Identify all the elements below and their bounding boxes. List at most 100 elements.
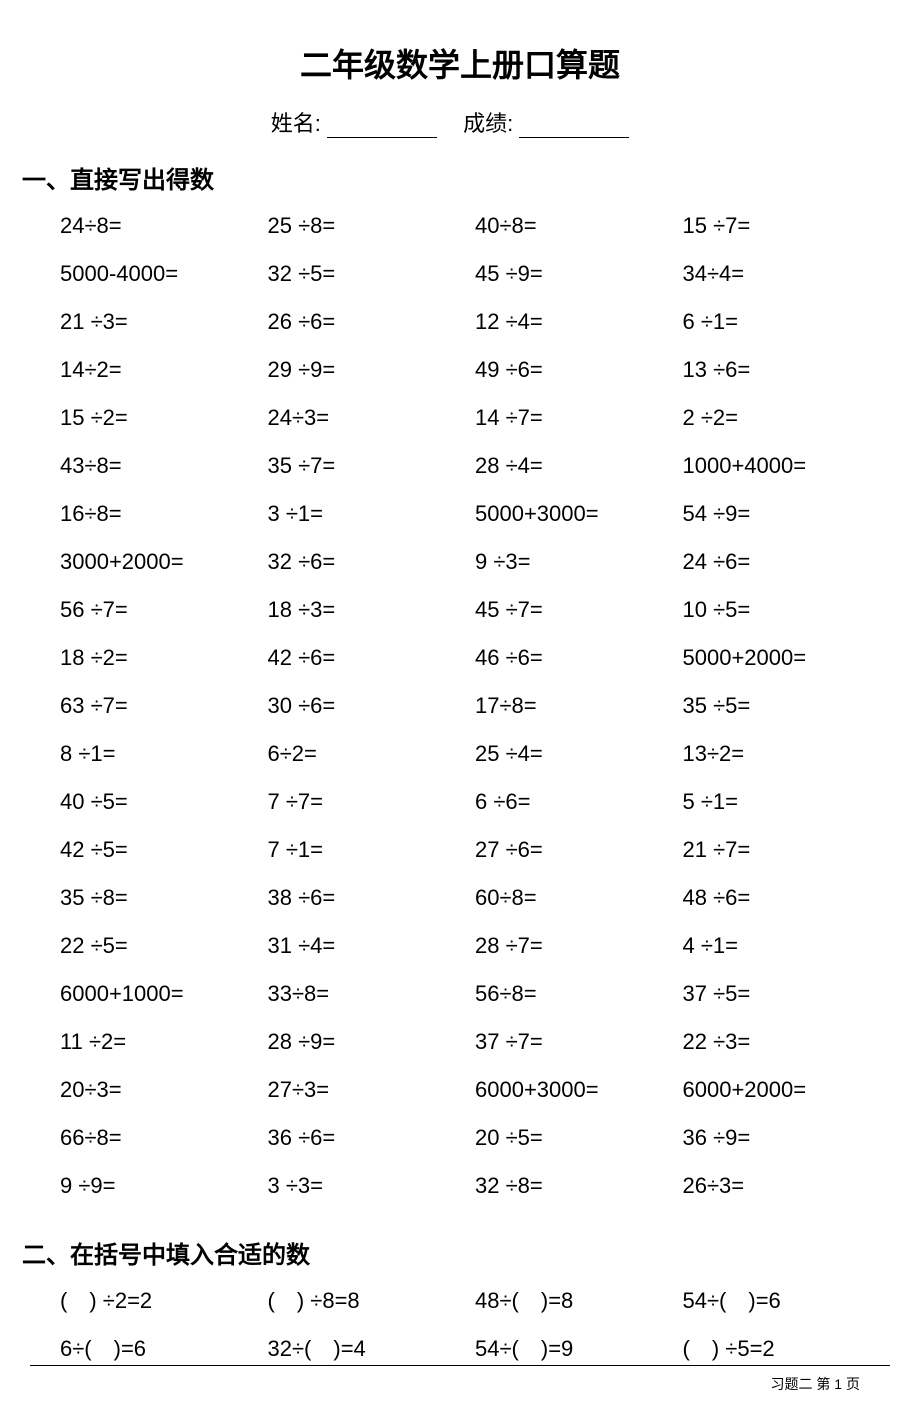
problem-item: 20÷3= xyxy=(60,1077,258,1103)
problem-item: 28 ÷9= xyxy=(268,1029,466,1055)
section1-grid: 24÷8= 25 ÷8= 40÷8= 15 ÷7= 5000-4000= 32 ÷5= 45… xyxy=(30,213,890,1199)
problem-item: 5000+2000= xyxy=(683,645,881,671)
problem-item: 3 ÷3= xyxy=(268,1173,466,1199)
problem-item: 14 ÷7= xyxy=(475,405,673,431)
fill-blank-item: 32÷( )=4 xyxy=(268,1336,466,1362)
fill-blank-item: 54÷( )=9 xyxy=(475,1336,673,1362)
problem-item: 1000+4000= xyxy=(683,453,881,479)
problem-item: 6000+3000= xyxy=(475,1077,673,1103)
problem-item: 42 ÷5= xyxy=(60,837,258,863)
problem-item: 37 ÷5= xyxy=(683,981,881,1007)
problem-item: 36 ÷9= xyxy=(683,1125,881,1151)
problem-item: 22 ÷5= xyxy=(60,933,258,959)
problem-item: 54 ÷9= xyxy=(683,501,881,527)
problem-item: 42 ÷6= xyxy=(268,645,466,671)
problem-item: 38 ÷6= xyxy=(268,885,466,911)
problem-item: 27 ÷6= xyxy=(475,837,673,863)
problem-item: 49 ÷6= xyxy=(475,357,673,383)
problem-item: 28 ÷4= xyxy=(475,453,673,479)
problem-item: 12 ÷4= xyxy=(475,309,673,335)
problem-item: 25 ÷4= xyxy=(475,741,673,767)
problem-item: 4 ÷1= xyxy=(683,933,881,959)
problem-item: 32 ÷8= xyxy=(475,1173,673,1199)
problem-item: 6 ÷1= xyxy=(683,309,881,335)
problem-item: 5 ÷1= xyxy=(683,789,881,815)
problem-item: 13÷2= xyxy=(683,741,881,767)
problem-item: 32 ÷6= xyxy=(268,549,466,575)
fill-blank-item: ( ) ÷8=8 xyxy=(268,1288,466,1314)
page-title: 二年级数学上册口算题 xyxy=(30,40,890,86)
fill-blank-item: 6÷( )=6 xyxy=(60,1336,258,1362)
problem-item: 14÷2= xyxy=(60,357,258,383)
problem-item: 6÷2= xyxy=(268,741,466,767)
problem-item: 21 ÷3= xyxy=(60,309,258,335)
problem-item: 35 ÷5= xyxy=(683,693,881,719)
problem-item: 18 ÷2= xyxy=(60,645,258,671)
problem-item: 60÷8= xyxy=(475,885,673,911)
fill-blank-item: ( ) ÷5=2 xyxy=(683,1336,881,1362)
problem-item: 26÷3= xyxy=(683,1173,881,1199)
problem-item: 32 ÷5= xyxy=(268,261,466,287)
problem-item: 56÷8= xyxy=(475,981,673,1007)
problem-item: 46 ÷6= xyxy=(475,645,673,671)
problem-item: 3 ÷1= xyxy=(268,501,466,527)
problem-item: 31 ÷4= xyxy=(268,933,466,959)
problem-item: 45 ÷9= xyxy=(475,261,673,287)
problem-item: 6000+2000= xyxy=(683,1077,881,1103)
problem-item: 9 ÷9= xyxy=(60,1173,258,1199)
problem-item: 9 ÷3= xyxy=(475,549,673,575)
section2-grid: ( ) ÷2=2( ) ÷8=848÷( )=854÷( )=66÷( )=63… xyxy=(30,1288,890,1362)
problem-item: 56 ÷7= xyxy=(60,597,258,623)
problem-item: 40 ÷5= xyxy=(60,789,258,815)
problem-item: 6000+1000= xyxy=(60,981,258,1007)
problem-item: 27÷3= xyxy=(268,1077,466,1103)
problem-item: 28 ÷7= xyxy=(475,933,673,959)
footer-text: 习题二 第 1 页 xyxy=(771,1374,860,1394)
problem-item: 40÷8= xyxy=(475,213,673,239)
problem-item: 35 ÷8= xyxy=(60,885,258,911)
problem-item: 5000+3000= xyxy=(475,501,673,527)
section2-heading: 二、在括号中填入合适的数 xyxy=(22,1235,890,1270)
problem-item: 24÷3= xyxy=(268,405,466,431)
problem-item: 48 ÷6= xyxy=(683,885,881,911)
problem-item: 20 ÷5= xyxy=(475,1125,673,1151)
name-label: 姓名: xyxy=(271,106,321,138)
problem-item: 25 ÷8= xyxy=(268,213,466,239)
fill-blank-item: 48÷( )=8 xyxy=(475,1288,673,1314)
score-blank xyxy=(519,112,629,138)
name-blank xyxy=(327,112,437,138)
problem-item: 45 ÷7= xyxy=(475,597,673,623)
problem-item: 21 ÷7= xyxy=(683,837,881,863)
problem-item: 7 ÷7= xyxy=(268,789,466,815)
problem-item: 6 ÷6= xyxy=(475,789,673,815)
problem-item: 26 ÷6= xyxy=(268,309,466,335)
problem-item: 33÷8= xyxy=(268,981,466,1007)
section1-heading: 一、直接写出得数 xyxy=(22,160,890,195)
problem-item: 37 ÷7= xyxy=(475,1029,673,1055)
problem-item: 43÷8= xyxy=(60,453,258,479)
footer-line xyxy=(30,1365,890,1366)
fill-blank-item: ( ) ÷2=2 xyxy=(60,1288,258,1314)
problem-item: 2 ÷2= xyxy=(683,405,881,431)
problem-item: 10 ÷5= xyxy=(683,597,881,623)
info-row: 姓名: 成绩: xyxy=(30,106,890,138)
problem-item: 15 ÷7= xyxy=(683,213,881,239)
problem-item: 7 ÷1= xyxy=(268,837,466,863)
problem-item: 34÷4= xyxy=(683,261,881,287)
problem-item: 24 ÷6= xyxy=(683,549,881,575)
problem-item: 63 ÷7= xyxy=(60,693,258,719)
problem-item: 8 ÷1= xyxy=(60,741,258,767)
problem-item: 16÷8= xyxy=(60,501,258,527)
problem-item: 5000-4000= xyxy=(60,261,258,287)
problem-item: 11 ÷2= xyxy=(60,1029,258,1055)
problem-item: 66÷8= xyxy=(60,1125,258,1151)
problem-item: 29 ÷9= xyxy=(268,357,466,383)
score-label: 成绩: xyxy=(463,106,513,138)
problem-item: 36 ÷6= xyxy=(268,1125,466,1151)
problem-item: 3000+2000= xyxy=(60,549,258,575)
problem-item: 30 ÷6= xyxy=(268,693,466,719)
problem-item: 18 ÷3= xyxy=(268,597,466,623)
problem-item: 15 ÷2= xyxy=(60,405,258,431)
problem-item: 24÷8= xyxy=(60,213,258,239)
problem-item: 22 ÷3= xyxy=(683,1029,881,1055)
